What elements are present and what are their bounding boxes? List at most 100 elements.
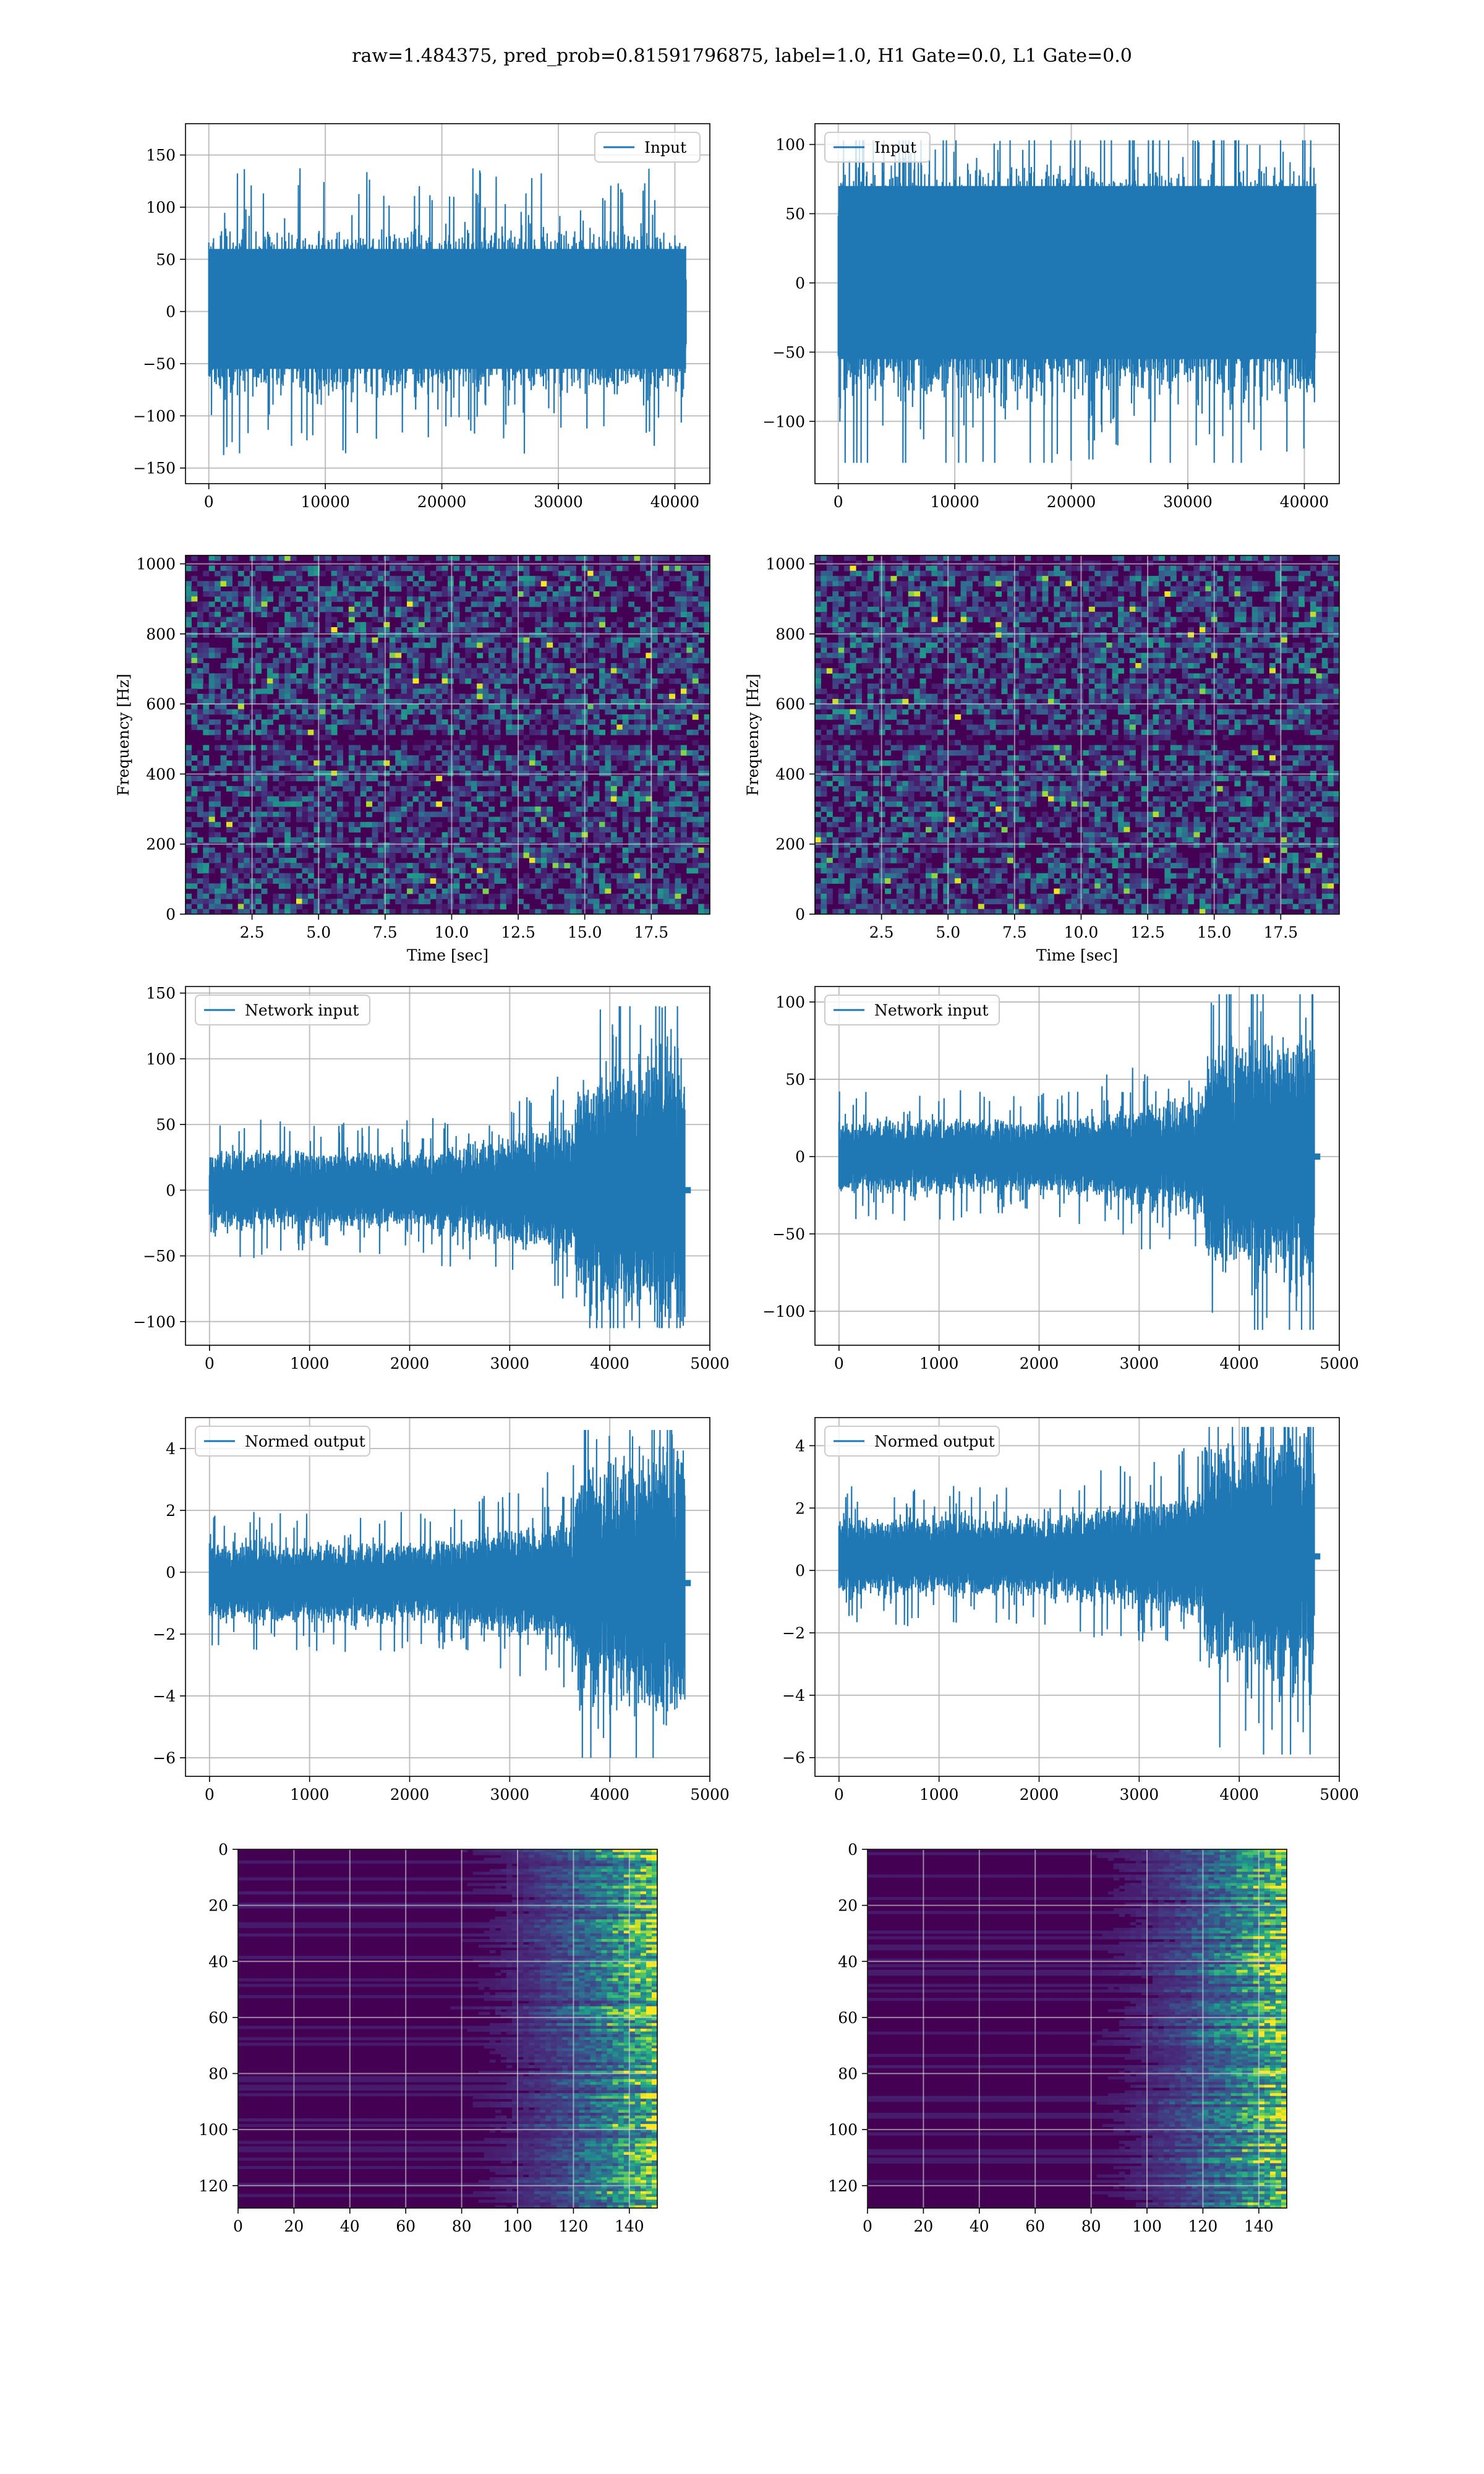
y-tick-label: 2 [166, 1502, 176, 1520]
x-tick-label: 15.0 [568, 923, 602, 941]
y-tick-label: 600 [146, 695, 176, 713]
x-tick-label: 4000 [590, 1355, 629, 1372]
x-tick-label: 5.0 [306, 923, 331, 941]
x-tick-label: 2.5 [869, 923, 894, 941]
x-axis-label: Time [sec] [407, 946, 488, 964]
subplot-norm-h1: Normed output 0 1000 2000 3000 4000 5000 −6 −4 −2… [153, 1417, 730, 1804]
x-tick-label: 17.5 [634, 923, 668, 941]
x-tick-label: 17.5 [1263, 923, 1298, 941]
axes-frame [185, 555, 710, 915]
series-tail [684, 1580, 691, 1586]
legend: Input [594, 132, 701, 163]
x-tick-label: 40 [340, 2217, 360, 2235]
heatmap-cells [238, 1849, 657, 2208]
y-tick-label: 100 [146, 1050, 176, 1068]
y-tick-label: −6 [153, 1749, 176, 1767]
plot-area-net-h1 [186, 987, 710, 1345]
plot-area-norm-h1 [186, 1418, 710, 1776]
y-tick-label: 40 [838, 1953, 858, 1971]
series-core-band [208, 249, 686, 369]
plot-area-norm-l1 [815, 1418, 1339, 1776]
x-tick-label: 4000 [590, 1786, 629, 1804]
axes-frame [185, 1417, 710, 1777]
y-tick-label: 0 [166, 905, 176, 923]
legend-label: Network input [245, 1001, 359, 1019]
y-tick-label: 0 [166, 303, 176, 321]
x-tick-label: 80 [1081, 2217, 1101, 2235]
plot-area-map-h1 [238, 1849, 657, 2208]
y-tick-label: 100 [775, 993, 805, 1011]
x-tick-label: 100 [503, 2217, 532, 2235]
y-tick-label: −50 [143, 355, 176, 373]
x-tick-label: 80 [452, 2217, 472, 2235]
x-tick-label: 3000 [1120, 1355, 1159, 1372]
axes-frame [814, 986, 1340, 1346]
ticks: 0 1000 2000 3000 4000 5000 −6 −4 −2 0 2 4 [153, 1440, 730, 1804]
x-tick-label: 10.0 [1064, 923, 1099, 941]
x-tick-label: 40000 [1280, 493, 1329, 511]
y-tick-label: 4 [795, 1437, 805, 1455]
x-tick-label: 5000 [1320, 1355, 1359, 1372]
legend: Network input [824, 995, 1000, 1025]
y-tick-label: 50 [785, 205, 805, 223]
y-tick-label: −4 [782, 1687, 805, 1705]
x-tick-label: 2000 [1020, 1355, 1059, 1372]
x-tick-label: 10000 [301, 493, 350, 511]
x-tick-label: 3000 [490, 1355, 530, 1372]
subplot-norm-l1: Normed output 0 1000 2000 3000 4000 5000 −6 −4 −2… [782, 1417, 1359, 1804]
axes-frame [814, 555, 1340, 915]
x-tick-label: 120 [1188, 2217, 1218, 2235]
x-tick-label: 1000 [919, 1355, 959, 1372]
x-tick-label: 10000 [930, 493, 979, 511]
x-tick-label: 30000 [1163, 493, 1213, 511]
y-tick-label: −6 [782, 1749, 805, 1767]
axes-frame [185, 123, 710, 484]
series-tail [1314, 1154, 1321, 1160]
x-tick-label: 10.0 [435, 923, 469, 941]
y-tick-label: 600 [775, 695, 805, 713]
series-line [838, 994, 1315, 1330]
y-tick-label: 120 [198, 2177, 228, 2195]
y-tick-label: −50 [772, 343, 805, 361]
plot-area-spec-l1 [815, 555, 1339, 914]
ticks: 0 1000 2000 3000 4000 5000 −100 −50 0 50 100 150 [133, 985, 729, 1372]
subplot-map-l1: 0 20 40 60 80 100 120 140 0 20 40 60 80 100 120 [828, 1841, 1287, 2235]
y-axis-label: Frequency [Hz] [114, 674, 132, 796]
series-line [838, 1427, 1315, 1755]
x-tick-label: 60 [1025, 2217, 1045, 2235]
series-tail [1314, 1553, 1321, 1560]
subplot-input-l1: Input 0 10000 20000 30000 40000 −100 −50 0 50 100 [762, 123, 1340, 511]
y-tick-label: 50 [156, 1116, 176, 1134]
axes-frame [237, 1849, 658, 2209]
x-tick-label: 3000 [1120, 1786, 1159, 1804]
y-tick-label: 120 [828, 2177, 858, 2195]
gridlines [238, 1849, 657, 2208]
x-tick-label: 0 [205, 1355, 215, 1372]
x-tick-label: 40000 [650, 493, 700, 511]
y-tick-label: 0 [795, 905, 805, 923]
x-tick-label: 4000 [1219, 1355, 1259, 1372]
y-tick-label: 1000 [136, 555, 176, 573]
y-tick-label: 200 [775, 836, 805, 854]
subplot-input-h1: Input 0 10000 20000 30000 40000 −150 −100 −50 0 50… [133, 123, 710, 511]
gridlines [186, 555, 710, 914]
gridlines [815, 555, 1339, 914]
x-tick-label: 20000 [417, 493, 467, 511]
y-tick-label: 400 [775, 765, 805, 783]
heatmap-cells [868, 1849, 1287, 2208]
legend-label: Network input [874, 1001, 988, 1019]
x-tick-label: 2000 [1020, 1786, 1059, 1804]
x-axis-label: Time [sec] [1036, 946, 1118, 964]
y-tick-label: 800 [146, 625, 176, 643]
y-tick-label: −4 [153, 1687, 176, 1705]
y-tick-label: 150 [146, 147, 176, 165]
x-tick-label: 0 [205, 1786, 215, 1804]
ticks: 0 20 40 60 80 100 120 140 0 20 40 60 80 100 120 [198, 1841, 644, 2235]
plot-area-map-l1 [868, 1849, 1287, 2208]
subplot-spec-h1: 2.5 5.0 7.5 10.0 12.5 15.0 17.5 0 200 400 600 800 10… [114, 555, 710, 964]
y-tick-label: −50 [772, 1225, 805, 1243]
x-tick-label: 0 [863, 2217, 872, 2235]
y-tick-label: 80 [208, 2065, 228, 2083]
subplot-spec-l1: 2.5 5.0 7.5 10.0 12.5 15.0 17.5 0 200 400 600 800 10… [744, 555, 1340, 964]
